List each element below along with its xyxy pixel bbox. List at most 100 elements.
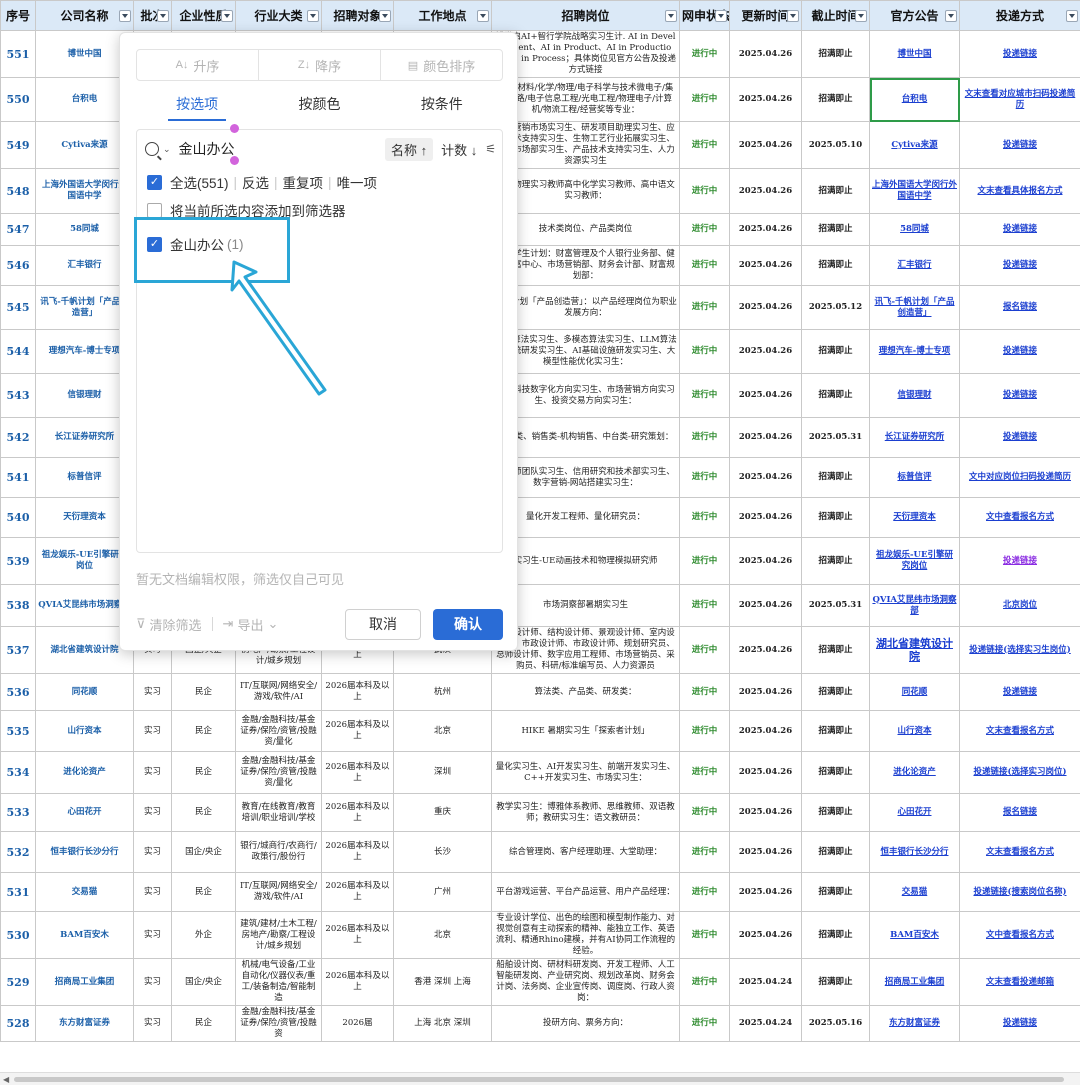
filter-dropdown-icon[interactable] (665, 10, 677, 22)
result-label[interactable]: 金山办公 (170, 238, 224, 253)
notice-link[interactable]: 湖北省建筑设计院 (869, 626, 960, 674)
notice-link[interactable]: 东方财富证券 (869, 1005, 960, 1042)
scrollbar-thumb[interactable] (14, 1077, 1064, 1082)
notice-link[interactable]: 祖龙娱乐-UE引擎研究岗位 (869, 537, 960, 585)
select-all-checkbox[interactable] (147, 174, 162, 190)
export-button[interactable]: ⇥ 导出 ⌄ (223, 615, 279, 634)
sort-desc-button[interactable]: Z↓ 降序 (259, 50, 381, 80)
tab-by-condition[interactable]: 按条件 (420, 96, 463, 112)
notice-link[interactable]: 汇丰银行 (869, 245, 960, 286)
notice-link[interactable]: 交易猫 (869, 872, 960, 912)
sort-asc-button[interactable]: A↓ 升序 (137, 50, 259, 80)
apply-link[interactable]: 投递链接 (959, 1005, 1080, 1042)
apply-link[interactable]: 投递链接 (959, 673, 1080, 711)
apply-link[interactable]: 投递链接 (959, 417, 1080, 458)
apply-link[interactable]: 投递链接 (959, 245, 1080, 286)
apply-link[interactable]: 文末查看报名方式 (959, 831, 1080, 873)
header-company[interactable]: 公司名称 (35, 0, 134, 31)
apply-link[interactable]: 文末查看具体报名方式 (959, 168, 1080, 214)
filter-dropdown-icon[interactable] (157, 10, 169, 22)
text-cursor-handle-bottom[interactable] (230, 156, 239, 165)
apply-link[interactable]: 文末查看投递邮箱 (959, 958, 1080, 1006)
notice-link[interactable]: 理想汽车-博士专项 (869, 329, 960, 374)
apply-link[interactable]: 北京岗位 (959, 584, 1080, 627)
apply-link[interactable]: 投递链接(选择实习生岗位) (959, 626, 1080, 674)
notice-link[interactable]: 山行资本 (869, 710, 960, 752)
sort-by-count-button[interactable]: 计数 ↓ (441, 142, 478, 158)
filter-dropdown-icon[interactable] (855, 10, 867, 22)
filter-dropdown-icon[interactable] (379, 10, 391, 22)
notice-link[interactable]: 恒丰银行长沙分行 (869, 831, 960, 873)
notice-link[interactable]: 标普信评 (869, 457, 960, 498)
filter-dropdown-icon[interactable] (1066, 10, 1078, 22)
apply-link[interactable]: 投递链接 (959, 213, 1080, 246)
header-notice[interactable]: 官方公告 (869, 0, 960, 31)
apply-link[interactable]: 文末查看对应城市扫码投递简历 (959, 77, 1080, 122)
add-to-filter-checkbox[interactable] (147, 202, 162, 218)
tab-by-items[interactable]: 按选项 (136, 91, 258, 121)
select-all-label[interactable]: 全选(551) (170, 176, 229, 191)
header-status[interactable]: 网申状态 (679, 0, 730, 31)
filter-search-input[interactable] (178, 141, 339, 157)
search-icon[interactable] (145, 142, 159, 156)
notice-link[interactable]: Cytiva来源 (869, 121, 960, 169)
text-cursor-handle-top[interactable] (230, 124, 239, 133)
notice-link[interactable]: 讯飞-千帆计划「产品创造营」 (869, 285, 960, 330)
notice-link[interactable]: 58同城 (869, 213, 960, 246)
filter-dropdown-icon[interactable] (715, 10, 727, 22)
sort-color-button[interactable]: ▤ 颜色排序 (381, 50, 502, 80)
invert-selection-link[interactable]: 反选 (242, 176, 270, 191)
header-positions[interactable]: 招聘岗位 (491, 0, 680, 31)
notice-link[interactable]: 心田花开 (869, 793, 960, 832)
horizontal-scrollbar[interactable]: ◀ (0, 1072, 1080, 1085)
apply-link[interactable]: 文末查看报名方式 (959, 710, 1080, 752)
confirm-button[interactable]: 确认 (433, 608, 503, 640)
header-updated[interactable]: 更新时间 (729, 0, 802, 31)
notice-link[interactable]: 天衍理资本 (869, 497, 960, 538)
tab-by-color[interactable]: 按颜色 (298, 96, 341, 112)
filter-dropdown-icon[interactable] (945, 10, 957, 22)
notice-link[interactable]: 信银理财 (869, 373, 960, 418)
apply-link[interactable]: 文中查看报名方式 (959, 497, 1080, 538)
apply-link[interactable]: 投递链接 (959, 373, 1080, 418)
scroll-left-icon[interactable]: ◀ (3, 1075, 10, 1084)
notice-link[interactable]: 招商局工业集团 (869, 958, 960, 1006)
notice-link[interactable]: 同花顺 (869, 673, 960, 711)
apply-link[interactable]: 报名链接 (959, 793, 1080, 832)
header-location[interactable]: 工作地点 (393, 0, 492, 31)
header-industry[interactable]: 行业大类 (235, 0, 322, 31)
clear-filter-button[interactable]: ⊽ 清除筛选 (136, 615, 202, 634)
unique-link[interactable]: 唯一项 (336, 176, 378, 191)
header-nature[interactable]: 企业性质 (171, 0, 236, 31)
notice-link[interactable]: 博世中国 (869, 30, 960, 78)
header-batch[interactable]: 批次 (133, 0, 172, 31)
apply-link[interactable]: 投递链接 (959, 121, 1080, 169)
apply-link[interactable]: 投递链接 (959, 329, 1080, 374)
add-to-filter-label[interactable]: 将当前所选内容添加到筛选器 (170, 204, 346, 219)
notice-link[interactable]: 上海外国语大学闵行外国语中学 (869, 168, 960, 214)
filter-dropdown-icon[interactable] (307, 10, 319, 22)
filter-dropdown-icon[interactable] (221, 10, 233, 22)
notice-link[interactable]: 台积电 (869, 77, 960, 122)
notice-link[interactable]: 长江证券研究所 (869, 417, 960, 458)
notice-link[interactable]: BAM百安木 (869, 911, 960, 959)
apply-link[interactable]: 投递链接 (959, 30, 1080, 78)
result-checkbox[interactable] (147, 236, 162, 252)
filter-settings-icon[interactable]: ⚟ (485, 142, 496, 156)
apply-link[interactable]: 投递链接 (959, 537, 1080, 585)
duplicates-link[interactable]: 重复项 (282, 176, 324, 191)
apply-link[interactable]: 文中查看报名方式 (959, 911, 1080, 959)
notice-link[interactable]: 进化论资产 (869, 751, 960, 794)
chevron-down-icon[interactable]: ⌄ (163, 143, 171, 154)
apply-link[interactable]: 投递链接(搜索岗位名称) (959, 872, 1080, 912)
sort-by-name-button[interactable]: 名称 ↑ (384, 137, 434, 161)
header-no[interactable]: 序号 (0, 0, 36, 31)
filter-dropdown-icon[interactable] (477, 10, 489, 22)
header-deadline[interactable]: 截止时间 (801, 0, 870, 31)
cancel-button[interactable]: 取消 (345, 608, 421, 640)
filter-dropdown-icon[interactable] (787, 10, 799, 22)
header-target[interactable]: 招聘对象 (321, 0, 394, 31)
notice-link[interactable]: QVIA艾昆纬市场洞察部 (869, 584, 960, 627)
apply-link[interactable]: 报名链接 (959, 285, 1080, 330)
apply-link[interactable]: 文中对应岗位扫码投递简历 (959, 457, 1080, 498)
